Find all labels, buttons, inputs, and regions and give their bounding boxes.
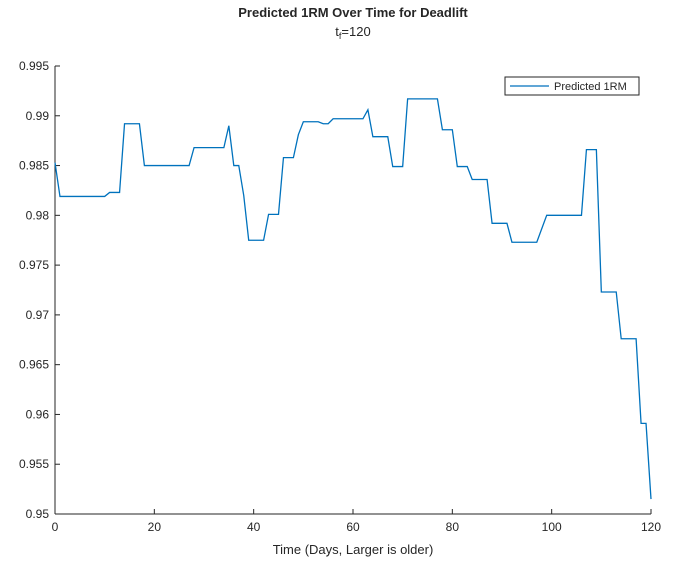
y-tick-label: 0.97 [26,308,50,322]
subtitle-part: t [335,24,339,39]
y-tick-label: 0.995 [19,59,49,73]
x-tick-label: 120 [641,520,661,534]
x-tick-label: 20 [148,520,162,534]
x-tick-label: 40 [247,520,261,534]
y-tick-label: 0.985 [19,159,49,173]
data-line [54,98,652,500]
y-tick-label: 0.965 [19,358,49,372]
x-axis-label: Time (Days, Larger is older) [273,542,434,557]
y-tick-label: 0.95 [26,507,50,521]
subtitle-part: =120 [341,24,370,39]
x-tick-label: 0 [52,520,59,534]
y-tick-label: 0.98 [26,208,50,222]
y-tick-label: 0.96 [26,407,50,421]
x-tick-label: 80 [446,520,460,534]
x-tick-label: 100 [542,520,562,534]
subtitle-sub: f [339,31,342,41]
legend-box [504,76,640,96]
legend-label: Predicted 1RM [554,81,627,93]
chart-subtitle: tf=120 [335,24,370,41]
y-tick-label: 0.975 [19,258,49,272]
y-tick-label: 0.99 [26,109,50,123]
chart-title: Predicted 1RM Over Time for Deadlift [238,5,468,20]
y-tick-label: 0.955 [19,457,49,471]
x-tick-label: 60 [346,520,360,534]
